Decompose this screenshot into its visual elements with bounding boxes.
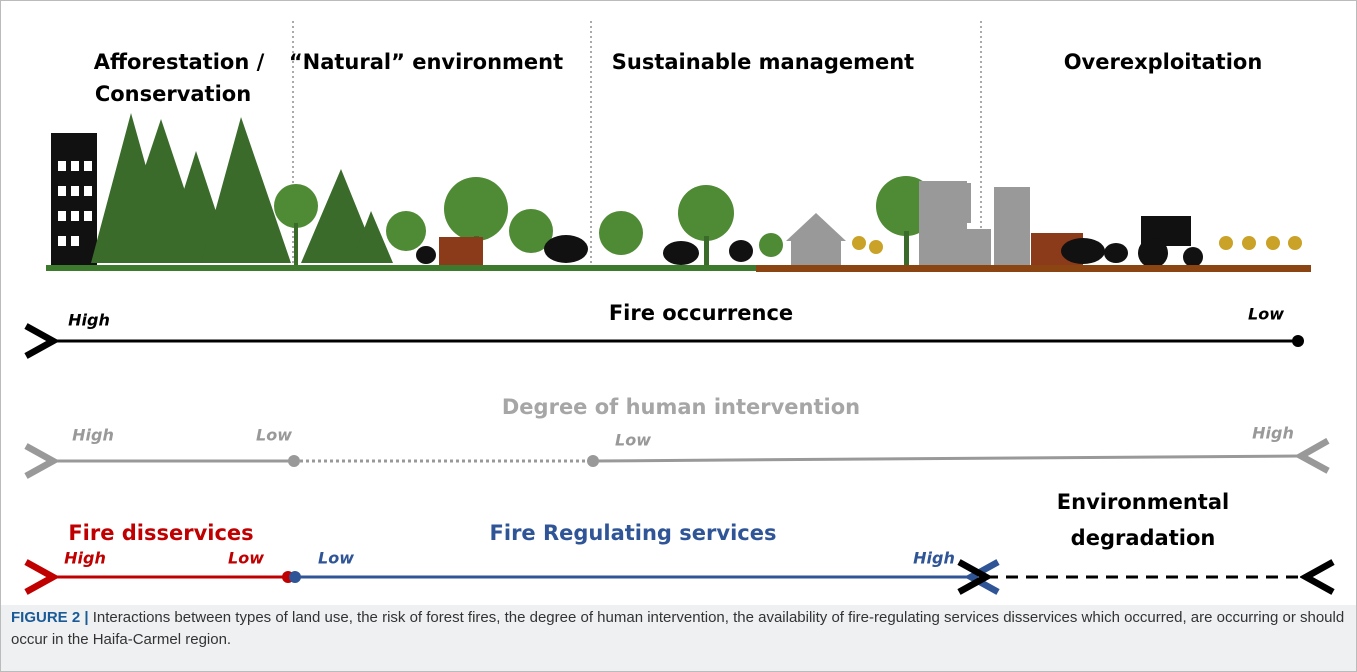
- arrow: [593, 456, 1301, 461]
- section-title: Sustainable management: [612, 50, 914, 74]
- label: Low: [1248, 305, 1284, 324]
- landscape: [46, 113, 1311, 272]
- label: Environmental: [1057, 490, 1229, 514]
- dot: [587, 455, 599, 467]
- section-title: Afforestation /: [94, 50, 265, 74]
- caption-text: Interactions between types of land use, …: [11, 609, 1344, 648]
- section-title: Overexploitation: [1064, 50, 1263, 74]
- label: Low: [615, 431, 651, 450]
- dot: [1292, 335, 1304, 347]
- label: Low: [318, 549, 354, 568]
- axis-title: Fire Regulating services: [490, 521, 777, 545]
- section-title: “Natural” environment: [289, 50, 563, 74]
- section-title: Conservation: [95, 82, 251, 106]
- axis-title: Fire disservices: [68, 521, 253, 545]
- dot: [288, 455, 300, 467]
- label: degradation: [1071, 526, 1216, 550]
- diagram: Afforestation / Conservation “Natural” e…: [1, 1, 1356, 605]
- axis-title: Fire occurrence: [609, 301, 793, 325]
- label: Low: [228, 549, 264, 568]
- label: High: [1252, 424, 1294, 443]
- axis-title: Degree of human intervention: [502, 395, 860, 419]
- label: High: [64, 549, 106, 568]
- label: High: [913, 549, 955, 568]
- label: Low: [256, 426, 292, 445]
- label: High: [72, 426, 114, 445]
- caption-label: FIGURE 2 |: [11, 609, 89, 626]
- figure: Afforestation / Conservation “Natural” e…: [0, 0, 1357, 672]
- label: High: [68, 311, 110, 330]
- dot: [289, 571, 301, 583]
- caption: FIGURE 2 | Interactions between types of…: [1, 605, 1356, 672]
